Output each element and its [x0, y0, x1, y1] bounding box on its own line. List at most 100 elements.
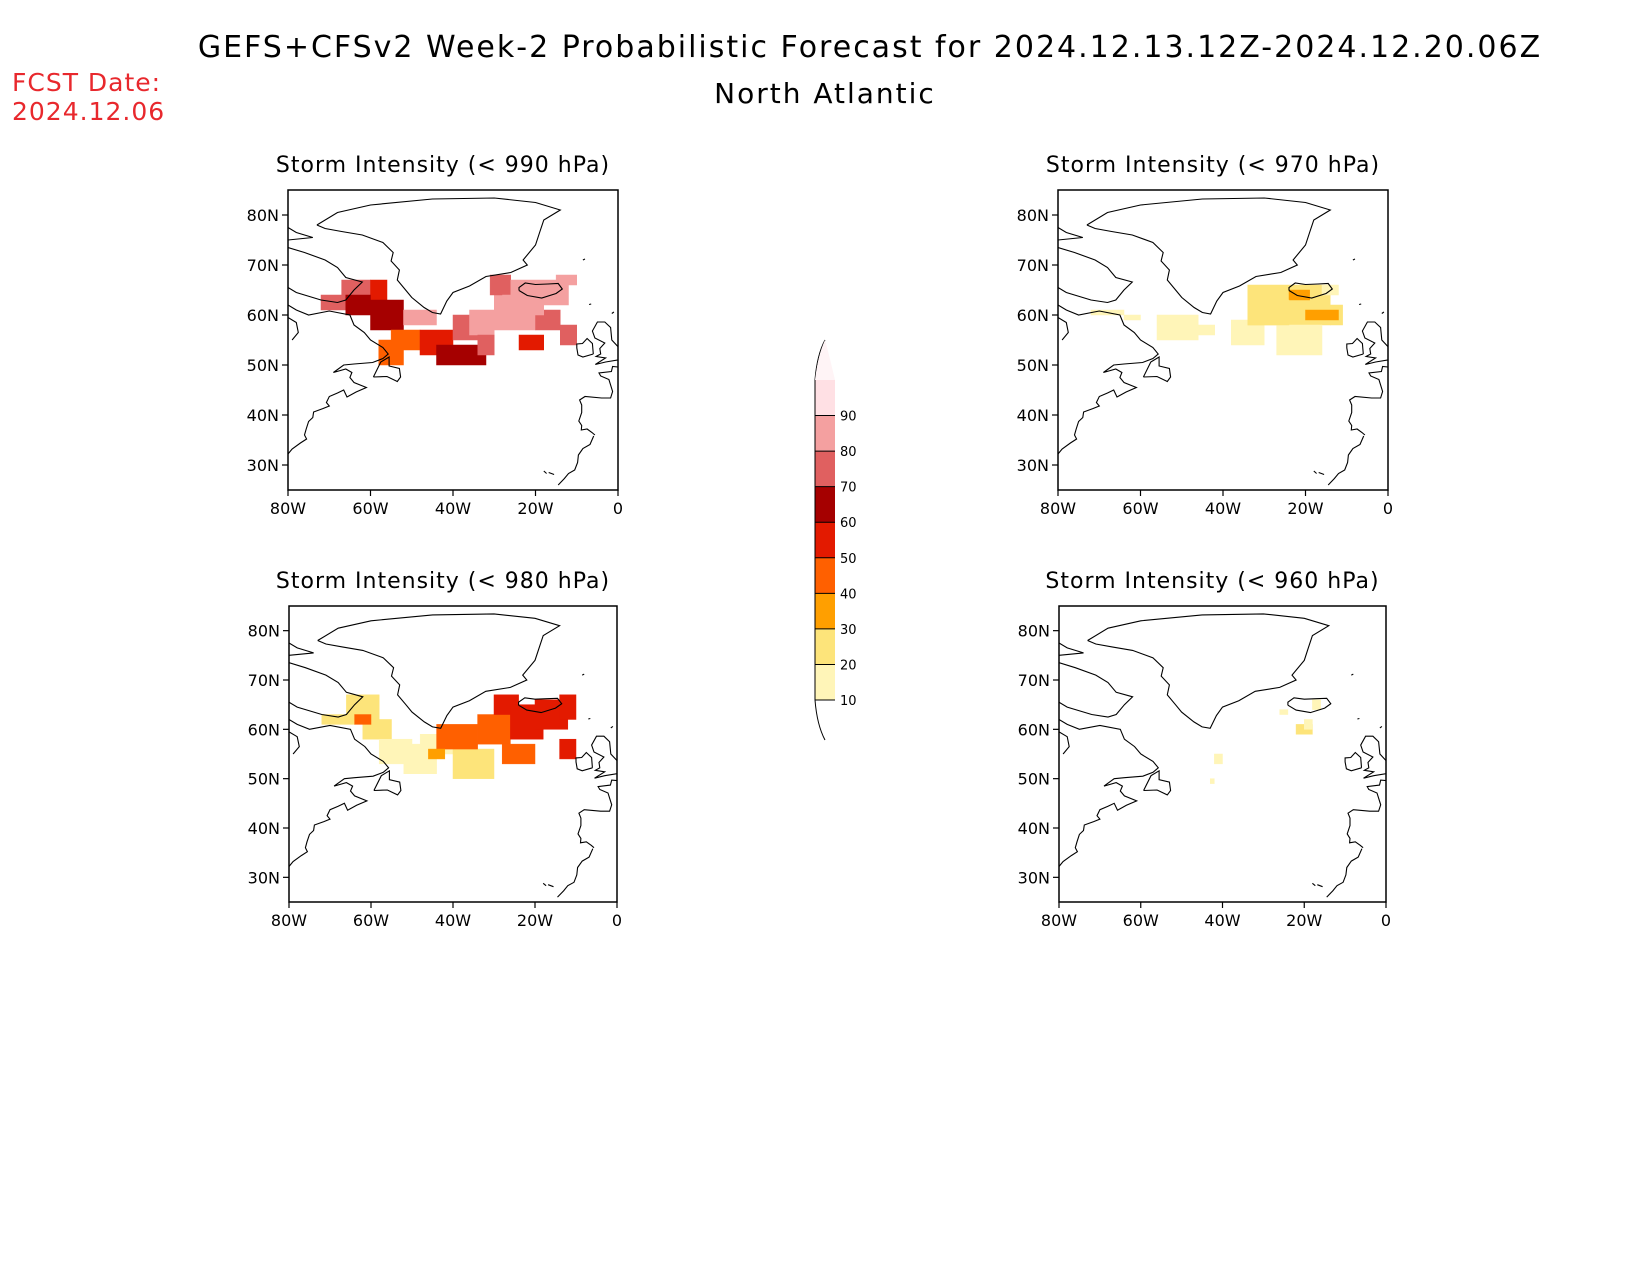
coastline	[289, 662, 364, 718]
coastline	[1348, 365, 1388, 436]
coastline	[1344, 751, 1363, 772]
coastline	[1326, 848, 1363, 898]
lon-tick-label: 0	[613, 499, 623, 518]
colorbar-label: 50	[840, 552, 857, 567]
coastline	[611, 311, 615, 314]
lon-tick-label: 60W	[1122, 499, 1158, 518]
coastline	[588, 303, 592, 306]
coastline	[591, 321, 618, 366]
probability-cell	[1123, 314, 1141, 321]
colorbar-label: 30	[840, 623, 857, 638]
probability-cell	[1279, 709, 1289, 715]
coastline	[288, 227, 313, 241]
coastline	[1352, 258, 1356, 261]
coastline	[1287, 697, 1332, 714]
probability-cell	[559, 738, 577, 760]
probability-cell	[436, 724, 478, 750]
coastline	[1313, 470, 1317, 474]
probability-cell	[501, 743, 536, 765]
coastline	[591, 735, 617, 779]
probability-cell	[370, 299, 404, 331]
forecast-date-label: FCST Date:	[12, 68, 162, 97]
lon-tick-label: 60W	[352, 499, 388, 518]
coastline	[582, 258, 586, 261]
panel-title: Storm Intensity (< 960 hPa)	[1045, 569, 1379, 594]
lon-tick-label: 40W	[1205, 499, 1241, 518]
coastline	[1059, 642, 1084, 656]
coastline	[1058, 246, 1134, 304]
colorbar-label: 20	[840, 658, 857, 673]
colorbar: 10 20 30 40 50 60 70 80 90	[814, 339, 857, 741]
colorbar-segment	[815, 451, 835, 487]
coastline	[289, 642, 314, 656]
probability-cell	[555, 274, 577, 286]
probability-cell	[518, 334, 544, 351]
coastline	[1346, 779, 1386, 849]
panel-title: Storm Intensity (< 990 hPa)	[276, 153, 610, 178]
coastline	[610, 725, 614, 729]
coastline	[1059, 719, 1160, 867]
probability-cell	[428, 748, 446, 760]
coastline	[1361, 321, 1388, 366]
coastline	[289, 719, 390, 867]
colorbar-segment	[815, 522, 835, 558]
lat-tick-label: 30N	[247, 456, 279, 475]
lon-tick-label: 0	[612, 911, 622, 930]
map-panel-1: Storm Intensity (< 990 hPa) 80N 70N 60N 50N 4…	[247, 153, 623, 518]
lat-tick-label: 50N	[1018, 770, 1050, 789]
lon-tick-label: 60W	[353, 911, 389, 930]
coastline	[547, 884, 554, 888]
map-frame	[1057, 189, 1389, 491]
lat-tick-label: 60N	[248, 720, 280, 739]
lon-tick-label: 0	[1383, 499, 1393, 518]
page-title: GEFS+CFSv2 Week-2 Probabilistic Forecast…	[197, 30, 1543, 65]
probability-cell	[502, 294, 544, 316]
colorbar-segment	[815, 380, 835, 416]
probability-cell	[1189, 324, 1215, 336]
coastline	[557, 435, 595, 486]
coastline	[581, 673, 585, 676]
lat-tick-label: 70N	[248, 671, 280, 690]
coastline	[542, 882, 547, 887]
colorbar-tip	[815, 340, 835, 380]
colorbar-segment	[815, 593, 835, 629]
probability-cell	[1305, 309, 1339, 321]
coastline	[1288, 282, 1334, 299]
probability-cell	[1209, 778, 1215, 784]
lat-tick-label: 30N	[1017, 456, 1049, 475]
page-subtitle: North Atlantic	[714, 77, 936, 110]
lat-tick-label: 80N	[1017, 206, 1049, 225]
lon-tick-label: 0	[1381, 911, 1391, 930]
probability-cell	[560, 324, 577, 346]
coastline	[1142, 356, 1172, 383]
panel-title: Storm Intensity (< 970 hPa)	[1046, 153, 1380, 178]
coastline	[1312, 882, 1316, 887]
coastline	[1360, 735, 1386, 779]
lat-tick-label: 40N	[1017, 406, 1049, 425]
coastline	[548, 471, 555, 476]
coastline	[543, 470, 547, 474]
coastline	[1358, 303, 1362, 306]
lon-tick-label: 80W	[271, 911, 307, 930]
coastline	[577, 779, 617, 849]
probability-cell	[354, 714, 372, 725]
coastline	[1058, 317, 1069, 341]
coastline	[1058, 227, 1083, 241]
probability-cell	[469, 309, 495, 336]
lat-tick-label: 70N	[247, 256, 279, 275]
probability-cell	[370, 279, 388, 301]
lon-tick-label: 20W	[1287, 499, 1323, 518]
colorbar-label: 60	[840, 516, 857, 531]
coastline	[373, 769, 402, 796]
coastline	[1379, 725, 1383, 729]
probability-cell	[477, 714, 511, 745]
colorbar-segment	[815, 557, 835, 594]
lon-tick-label: 40W	[1204, 911, 1240, 930]
colorbar-segment	[815, 415, 835, 452]
lat-tick-label: 50N	[1017, 356, 1049, 375]
colorbar-label: 70	[840, 481, 857, 496]
coastline	[1086, 197, 1332, 315]
map-panel-4: Storm Intensity (< 960 hPa) 80N 70N 60N 50N 4…	[1018, 569, 1391, 930]
lat-tick-label: 40N	[247, 406, 279, 425]
